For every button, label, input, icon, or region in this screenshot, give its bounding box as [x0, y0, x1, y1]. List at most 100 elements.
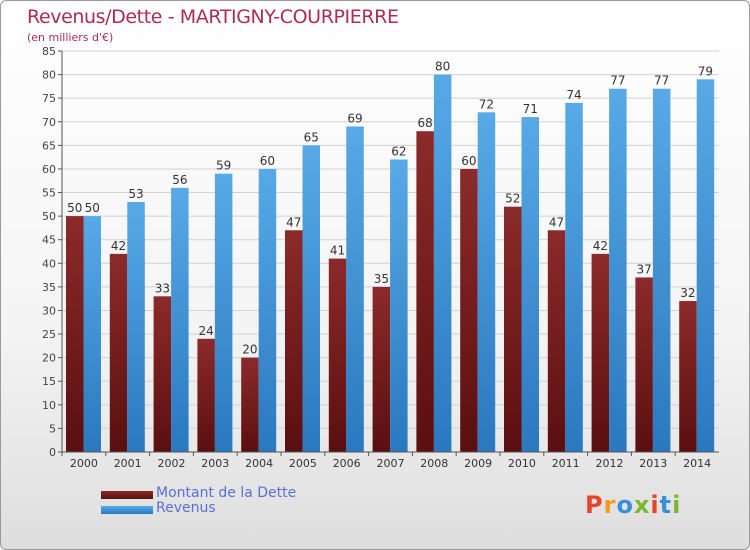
logo-letter: i [650, 491, 660, 519]
logo-letter: x [633, 491, 651, 519]
proxiti-logo: Proxiti [585, 491, 681, 519]
legend-label-debt: Montant de la Dette [156, 485, 297, 501]
logo-letter: t [659, 491, 673, 519]
x-tick-label: 2011 [552, 457, 580, 470]
bar-revenue-label: 65 [304, 130, 319, 144]
bar-revenue [696, 79, 715, 453]
legend-swatch-debt [101, 491, 153, 499]
legend-label-revenue: Revenus [156, 500, 216, 516]
bar-revenue-label: 71 [523, 102, 538, 116]
bar-revenue-label: 53 [128, 187, 143, 201]
x-tick-label: 2012 [596, 457, 624, 470]
x-tick-label: 2004 [245, 457, 273, 470]
bar-debt [328, 258, 347, 452]
bar-debt-label: 52 [505, 192, 520, 206]
y-tick-label: 75 [42, 92, 56, 105]
y-tick-label: 65 [42, 139, 56, 152]
bar-debt [416, 131, 434, 452]
bar-revenue-label: 77 [610, 74, 625, 88]
bar-revenue [609, 88, 627, 452]
bar-revenue [390, 159, 408, 452]
bar-debt-label: 50 [67, 201, 82, 215]
bar-debt [285, 230, 303, 452]
chart-title: Revenus/Dette - MARTIGNY-COURPIERRE [27, 6, 399, 28]
bar-debt-label: 47 [286, 215, 301, 229]
bar-revenue [477, 112, 496, 453]
x-tick-label: 2001 [114, 457, 142, 470]
bar-revenue-label: 72 [479, 97, 494, 111]
bar-debt [591, 253, 610, 452]
legend-swatch-revenue [101, 506, 153, 514]
bar-revenue [258, 168, 277, 453]
bar-debt-label: 24 [199, 324, 214, 338]
bar-revenue-label: 59 [216, 159, 231, 173]
bar-debt [635, 277, 653, 452]
x-tick-label: 2008 [420, 457, 448, 470]
logo-letter: i [672, 491, 682, 519]
bar-revenue-label: 79 [698, 64, 713, 78]
y-tick-label: 70 [42, 116, 56, 129]
y-tick-label: 40 [42, 257, 56, 270]
x-tick-label: 2000 [70, 457, 98, 470]
bar-revenue [652, 88, 671, 452]
y-tick-label: 60 [42, 163, 56, 176]
y-tick-label: 50 [42, 210, 56, 223]
bar-revenue-label: 56 [172, 173, 187, 187]
y-tick-label: 85 [42, 45, 56, 58]
bar-revenue [214, 173, 233, 453]
x-tick-label: 2003 [201, 457, 229, 470]
y-tick-label: 30 [42, 304, 56, 317]
bar-debt [153, 296, 172, 452]
bar-debt-label: 33 [155, 281, 170, 295]
logo-letter: o [616, 491, 634, 519]
bar-revenue [346, 126, 364, 452]
bar-revenue-label: 50 [85, 201, 100, 215]
x-tick-label: 2002 [158, 457, 186, 470]
bar-revenue-label: 62 [391, 145, 406, 159]
chart-subtitle: (en milliers d'€) [27, 31, 114, 44]
bar-debt [460, 168, 478, 453]
bar-debt-label: 37 [637, 262, 652, 276]
bar-debt-label: 42 [593, 239, 608, 253]
logo-letter: r [603, 491, 617, 519]
bar-revenue [127, 201, 145, 452]
bar-debt-label: 41 [330, 244, 345, 258]
bar-debt [372, 286, 391, 452]
x-tick-label: 2007 [377, 457, 405, 470]
bar-debt [504, 206, 522, 452]
bar-revenue [171, 187, 189, 452]
bar-revenue-label: 74 [566, 88, 581, 102]
bar-debt-label: 42 [111, 239, 126, 253]
x-tick-label: 2014 [683, 457, 711, 470]
bar-debt [547, 230, 566, 452]
bar-debt [66, 216, 84, 452]
bar-revenue-label: 77 [654, 74, 669, 88]
y-tick-label: 0 [49, 446, 56, 459]
bar-debt [679, 301, 697, 452]
bar-revenue-label: 80 [435, 60, 450, 74]
bar-revenue [83, 216, 101, 452]
bar-debt-label: 60 [461, 154, 476, 168]
bar-debt-label: 47 [549, 215, 564, 229]
x-tick-label: 2005 [289, 457, 317, 470]
x-tick-label: 2006 [333, 457, 361, 470]
bar-debt-label: 68 [418, 116, 433, 130]
x-tick-label: 2013 [639, 457, 667, 470]
bar-debt-label: 20 [242, 343, 257, 357]
bar-revenue [521, 117, 539, 452]
y-tick-label: 45 [42, 234, 56, 247]
y-tick-label: 5 [49, 422, 56, 435]
bar-revenue-label: 69 [347, 111, 362, 125]
bar-revenue [433, 74, 452, 453]
y-tick-label: 20 [42, 352, 56, 365]
x-tick-label: 2010 [508, 457, 536, 470]
y-tick-label: 35 [42, 281, 56, 294]
logo-letter: P [585, 491, 604, 519]
bar-debt [241, 357, 259, 452]
bar-revenue [565, 102, 583, 453]
bar-revenue [302, 145, 320, 452]
y-tick-label: 25 [42, 328, 56, 341]
y-tick-label: 80 [42, 69, 56, 82]
